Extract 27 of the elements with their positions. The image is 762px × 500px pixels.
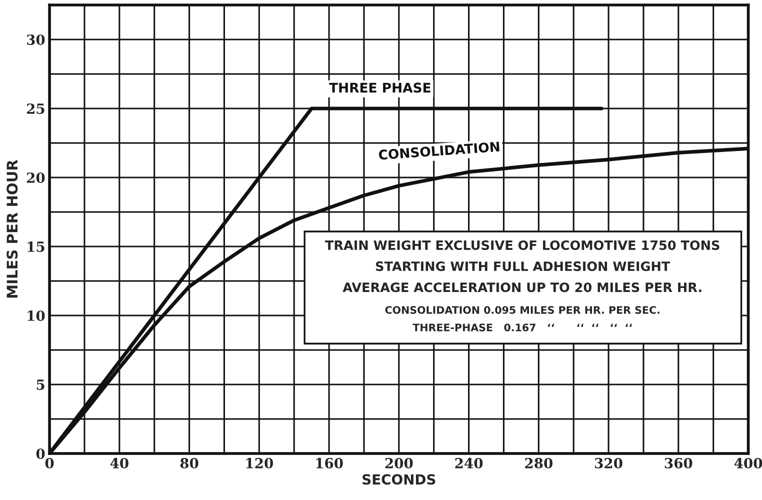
x-tick-label: 360: [664, 458, 692, 468]
y-tick-label: 0: [36, 448, 45, 459]
y-axis-title: MILES PER HOUR: [6, 160, 18, 298]
annotation: AVERAGE ACCELERATION UP TO 20 MILES PER HR.: [342, 282, 702, 292]
x-tick-label: 280: [525, 458, 553, 468]
y-tick-label: 30: [27, 34, 45, 45]
x-tick-label: 200: [385, 458, 413, 468]
x-tick-label: 160: [316, 458, 343, 468]
x-axis-title: SECONDS: [362, 474, 436, 485]
annotation: STARTING WITH FULL ADHESION WEIGHT: [376, 261, 670, 272]
annotation: CONSOLIDATION 0.095 MILES PER HR. PER SEC.: [385, 306, 660, 314]
annotation: TRAIN WEIGHT EXCLUSIVE OF LOCOMOTIVE 1750 TONS: [325, 240, 720, 250]
x-tick-label: 80: [180, 458, 198, 468]
x-tick-label: 0: [45, 458, 54, 468]
x-tick-label: 40: [110, 458, 128, 468]
series-label: CONSOLIDATION: [378, 142, 500, 160]
y-tick-label: 5: [36, 380, 44, 390]
x-tick-label: 320: [595, 458, 622, 468]
x-tick-label: 120: [246, 458, 273, 468]
series-label: THREE PHASE: [329, 82, 430, 93]
x-tick-label: 400: [734, 458, 762, 468]
annotation: THREE-PHASE 0.167 ‘‘ ‘‘ ‘‘ ‘‘ ‘‘: [412, 324, 632, 332]
y-tick-label: 10: [28, 310, 45, 321]
y-tick-label: 25: [26, 103, 44, 114]
x-tick-label: 240: [455, 458, 483, 468]
y-tick-label: 20: [26, 172, 45, 183]
y-tick-label: 15: [28, 241, 44, 252]
